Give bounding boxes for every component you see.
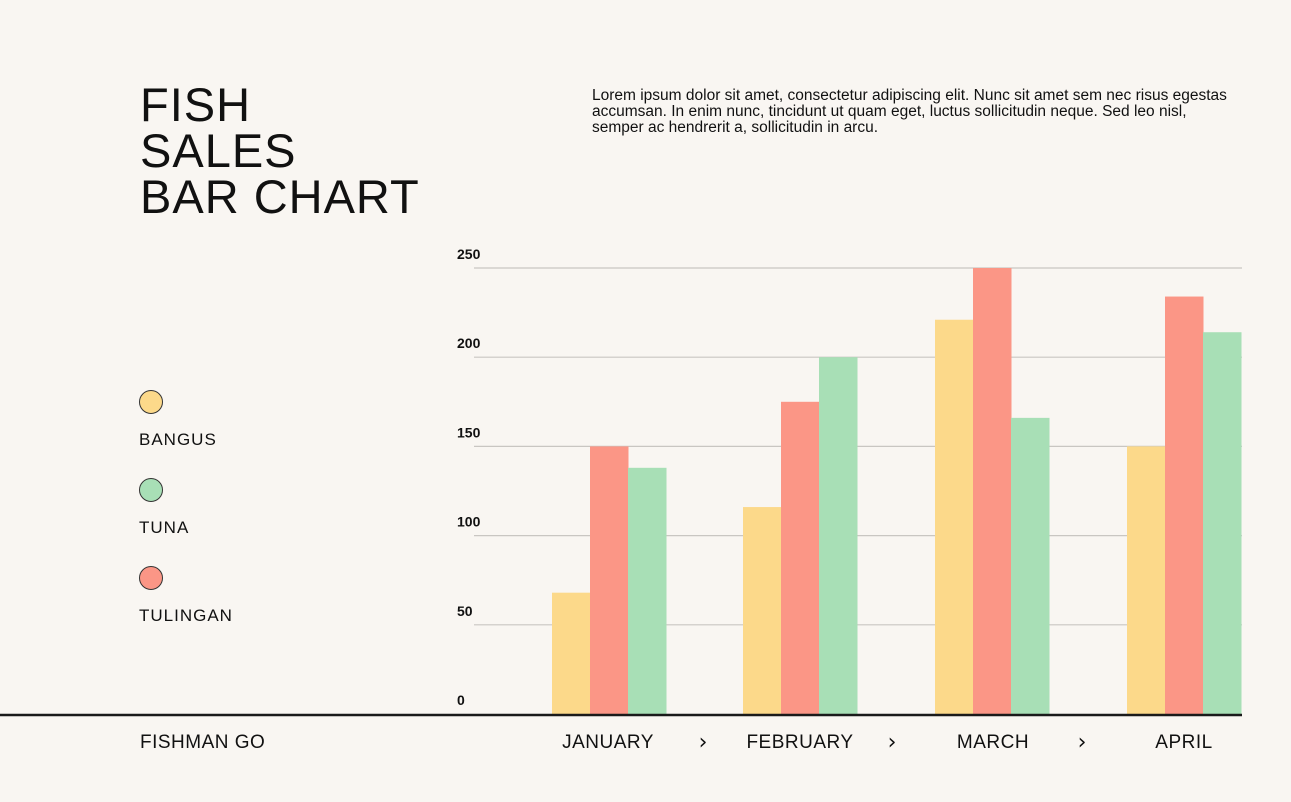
bar-bangus-march xyxy=(935,319,974,714)
chevron-right-icon: › xyxy=(698,730,708,755)
bar-tuna-february xyxy=(819,357,858,714)
y-tick-label: 0 xyxy=(457,692,465,708)
bar-bangus-january xyxy=(552,592,591,714)
chevron-right-icon: › xyxy=(1077,730,1087,755)
legend-item: TUNA xyxy=(139,478,233,566)
bar-tulingan-march xyxy=(973,268,1012,714)
y-tick-label: 50 xyxy=(457,603,473,619)
legend-item: TULINGAN xyxy=(139,566,233,654)
bar-bangus-april xyxy=(1127,446,1166,714)
chevron-right-icon: › xyxy=(887,730,897,755)
legend: BANGUS TUNA TULINGAN xyxy=(139,390,233,654)
legend-dot-icon xyxy=(139,566,163,590)
y-tick-label: 100 xyxy=(457,514,481,530)
description-text: Lorem ipsum dolor sit amet, consectetur … xyxy=(592,87,1227,136)
bar-tulingan-january xyxy=(590,446,629,714)
title-line: FISH xyxy=(140,78,252,131)
legend-item: BANGUS xyxy=(139,390,233,478)
y-tick-label: 200 xyxy=(457,335,481,351)
legend-label: BANGUS xyxy=(139,430,217,449)
x-tick-label: FEBRUARY xyxy=(746,732,854,753)
legend-dot-icon xyxy=(139,390,163,414)
legend-label: TULINGAN xyxy=(139,606,233,625)
legend-label: TUNA xyxy=(139,518,190,537)
chart-title: FISH SALES BAR CHART xyxy=(140,78,420,223)
legend-dot-icon xyxy=(139,478,163,502)
bar-tuna-march xyxy=(1011,417,1050,714)
x-tick-label: APRIL xyxy=(1155,732,1213,753)
x-tick-label: MARCH xyxy=(956,732,1030,753)
bar-tuna-april xyxy=(1203,332,1242,714)
bar-tulingan-april xyxy=(1165,296,1204,714)
bar-bangus-february xyxy=(743,507,782,714)
title-line: SALES xyxy=(140,124,297,177)
y-tick-label: 250 xyxy=(457,246,481,262)
bar-tulingan-february xyxy=(781,401,820,714)
title-line: BAR CHART xyxy=(140,170,420,223)
brand-name: FISHMAN GO xyxy=(140,732,266,753)
y-tick-label: 150 xyxy=(457,424,481,440)
x-tick-label: JANUARY xyxy=(562,732,654,753)
bar-tuna-january xyxy=(628,467,667,714)
